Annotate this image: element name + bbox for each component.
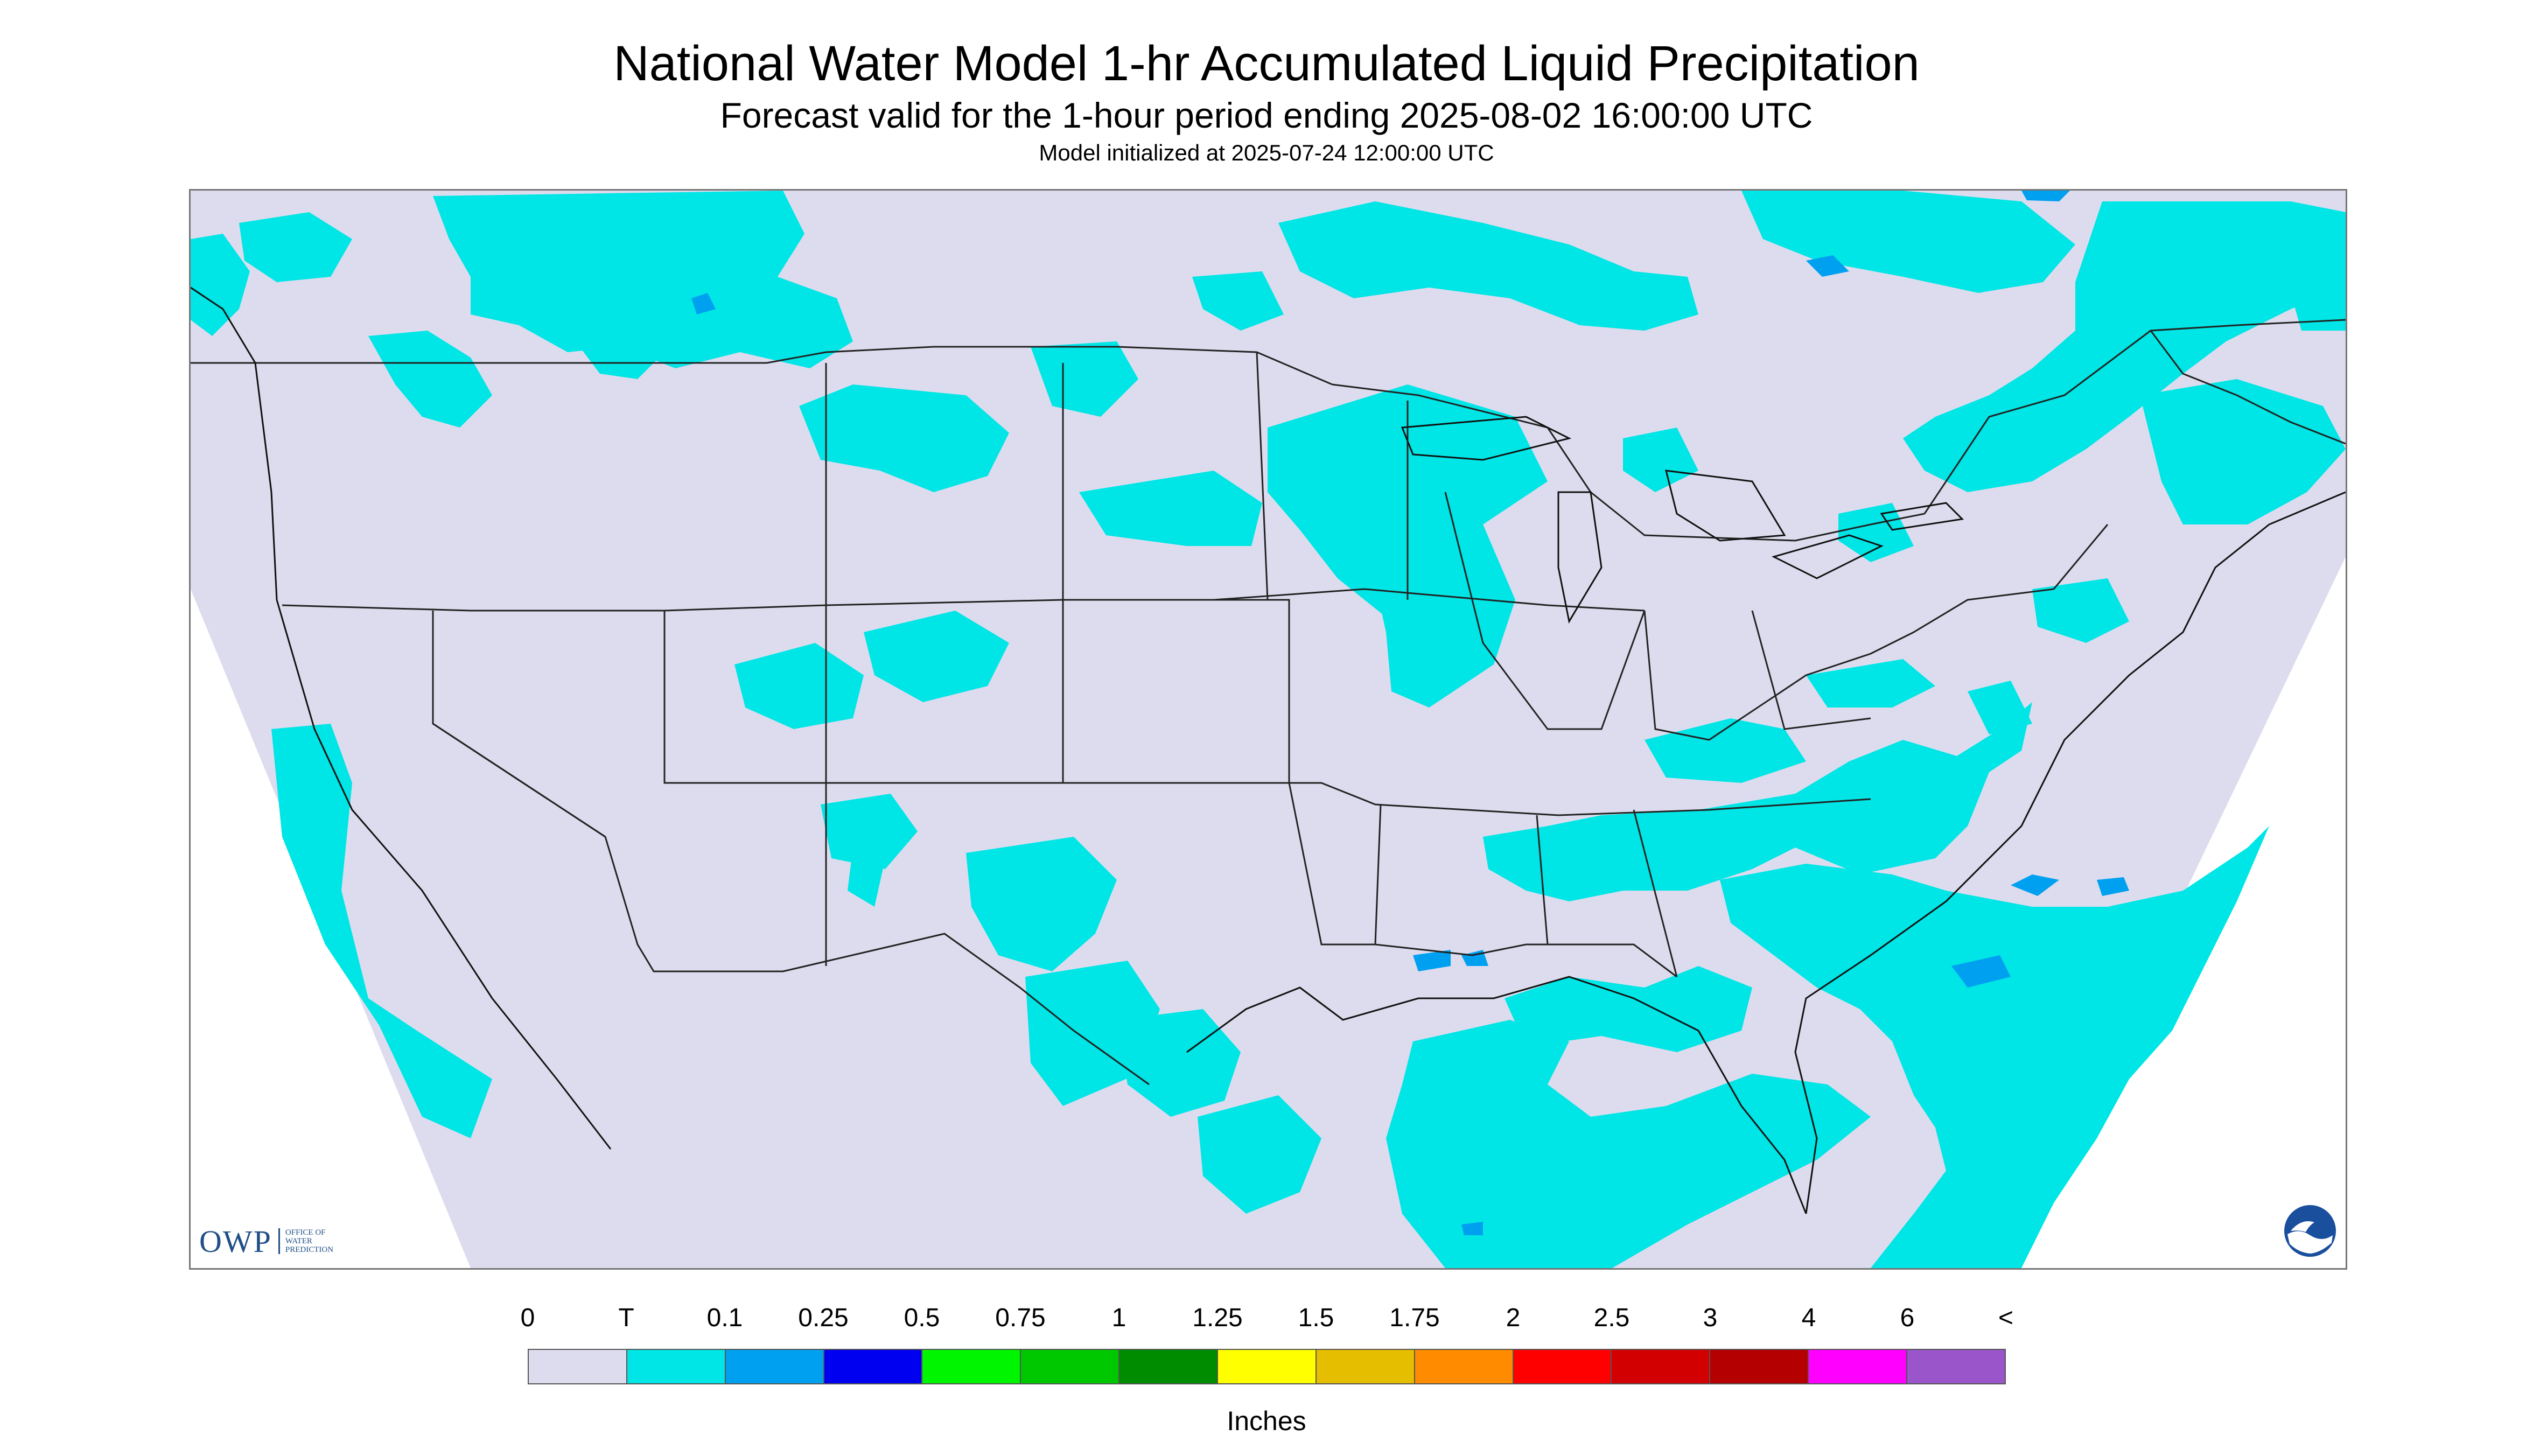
legend-swatch — [922, 1350, 1021, 1383]
legend-swatch — [1513, 1350, 1612, 1383]
legend-label: 0.75 — [995, 1304, 1046, 1332]
legend-label: T — [618, 1304, 634, 1332]
legend-swatch — [824, 1350, 923, 1383]
trace-precip-areas — [191, 191, 2346, 1268]
great-lakes — [1401, 416, 1964, 624]
legend-swatch — [1710, 1350, 1809, 1383]
coastlines — [191, 286, 2346, 1214]
owp-logo: OWP OFFICE OF WATER PREDICTION — [199, 1222, 333, 1260]
legend-swatch — [1119, 1350, 1219, 1383]
owp-sub-line-1: OFFICE OF — [285, 1228, 326, 1237]
legend-label: 1.5 — [1298, 1304, 1334, 1332]
map-subtitle: Forecast valid for the 1-hour period end… — [720, 95, 1813, 135]
legend-label: 6 — [1900, 1304, 1915, 1332]
map-svg — [191, 191, 2346, 1268]
light-precip-areas — [691, 191, 2129, 1235]
legend-label: 3 — [1703, 1304, 1718, 1332]
legend-label: 2 — [1506, 1304, 1521, 1332]
legend-label: 0.5 — [904, 1304, 940, 1332]
noaa-logo — [2284, 1205, 2336, 1257]
legend-label: 0 — [520, 1304, 535, 1332]
legend-label: 0.1 — [706, 1304, 743, 1332]
legend-label: 1.75 — [1389, 1304, 1440, 1332]
owp-logo-text: OWP — [199, 1223, 272, 1259]
state-borders — [191, 319, 2346, 1086]
owp-logo-subtext: OFFICE OF WATER PREDICTION — [278, 1228, 333, 1254]
legend-swatch — [529, 1350, 627, 1383]
legend-swatch — [1415, 1350, 1514, 1383]
legend-label: 1.25 — [1192, 1304, 1243, 1332]
color-legend — [528, 1349, 2006, 1384]
owp-sub-line-3: PREDICTION — [285, 1245, 334, 1254]
legend-label: 4 — [1801, 1304, 1816, 1332]
legend-label: 0.25 — [798, 1304, 849, 1332]
model-init-line: Model initialized at 2025-07-24 12:00:00… — [1039, 140, 1494, 165]
legend-label: < — [1998, 1304, 2014, 1332]
legend-label: 1 — [1111, 1304, 1126, 1332]
legend-swatch — [1809, 1350, 1908, 1383]
legend-swatch — [1218, 1350, 1317, 1383]
legend-labels: 0 T 0.1 0.25 0.5 0.75 1 1.25 1.5 1.75 2 … — [521, 1303, 2013, 1335]
legend-swatch — [1021, 1350, 1120, 1383]
legend-swatch — [725, 1350, 824, 1383]
legend-swatch — [627, 1350, 726, 1383]
legend-label: 2.5 — [1593, 1304, 1630, 1332]
legend-swatch — [1316, 1350, 1415, 1383]
owp-sub-line-2: WATER — [285, 1237, 312, 1245]
legend-units: Inches — [1227, 1406, 1306, 1436]
precipitation-map[interactable] — [189, 189, 2347, 1270]
legend-swatch — [1612, 1350, 1711, 1383]
legend-swatch — [1907, 1350, 2005, 1383]
map-title: National Water Model 1-hr Accumulated Li… — [613, 36, 1920, 91]
